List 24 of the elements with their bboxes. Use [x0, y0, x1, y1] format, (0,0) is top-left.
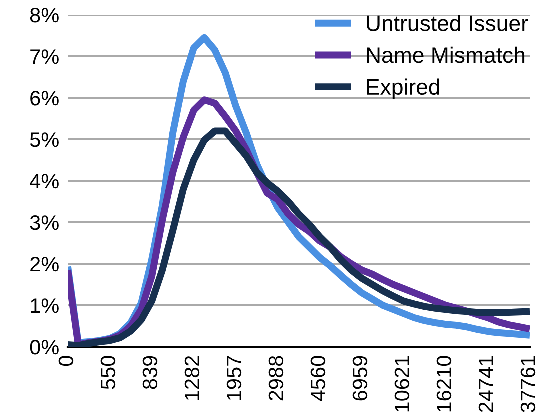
y-tick-label: 8%	[30, 8, 59, 23]
y-tick-label: 0%	[30, 340, 59, 355]
x-tick-label: 839	[142, 356, 158, 390]
y-tick-label: 2%	[30, 257, 59, 272]
legend-label: Name Mismatch	[367, 46, 525, 64]
y-tick-label: 7%	[30, 50, 59, 64]
x-tick-label: 16210	[436, 356, 452, 412]
x-tick-label: 37761	[520, 356, 536, 412]
x-tick-label: 1957	[226, 356, 242, 400]
x-tick-label: 4560	[310, 356, 326, 402]
legend-label: Expired	[367, 78, 440, 100]
y-tick-label: 6%	[30, 91, 59, 106]
x-tick-label: 550	[100, 356, 116, 390]
x-tick-label: 2988	[268, 356, 284, 401]
y-tick-label: 5%	[30, 132, 59, 148]
legend-label: Untrusted Issuer	[367, 15, 528, 32]
y-tick-label: 4%	[30, 174, 59, 189]
x-tick-label: 1282	[184, 356, 200, 400]
x-tick-label: 0	[58, 356, 74, 366]
x-tick-label: 10621	[394, 356, 410, 412]
y-tick-label: 3%	[30, 216, 59, 230]
x-tick-label: 6959	[352, 356, 368, 401]
x-tick-label: 24741	[478, 356, 494, 412]
y-tick-label: 1%	[31, 298, 59, 314]
